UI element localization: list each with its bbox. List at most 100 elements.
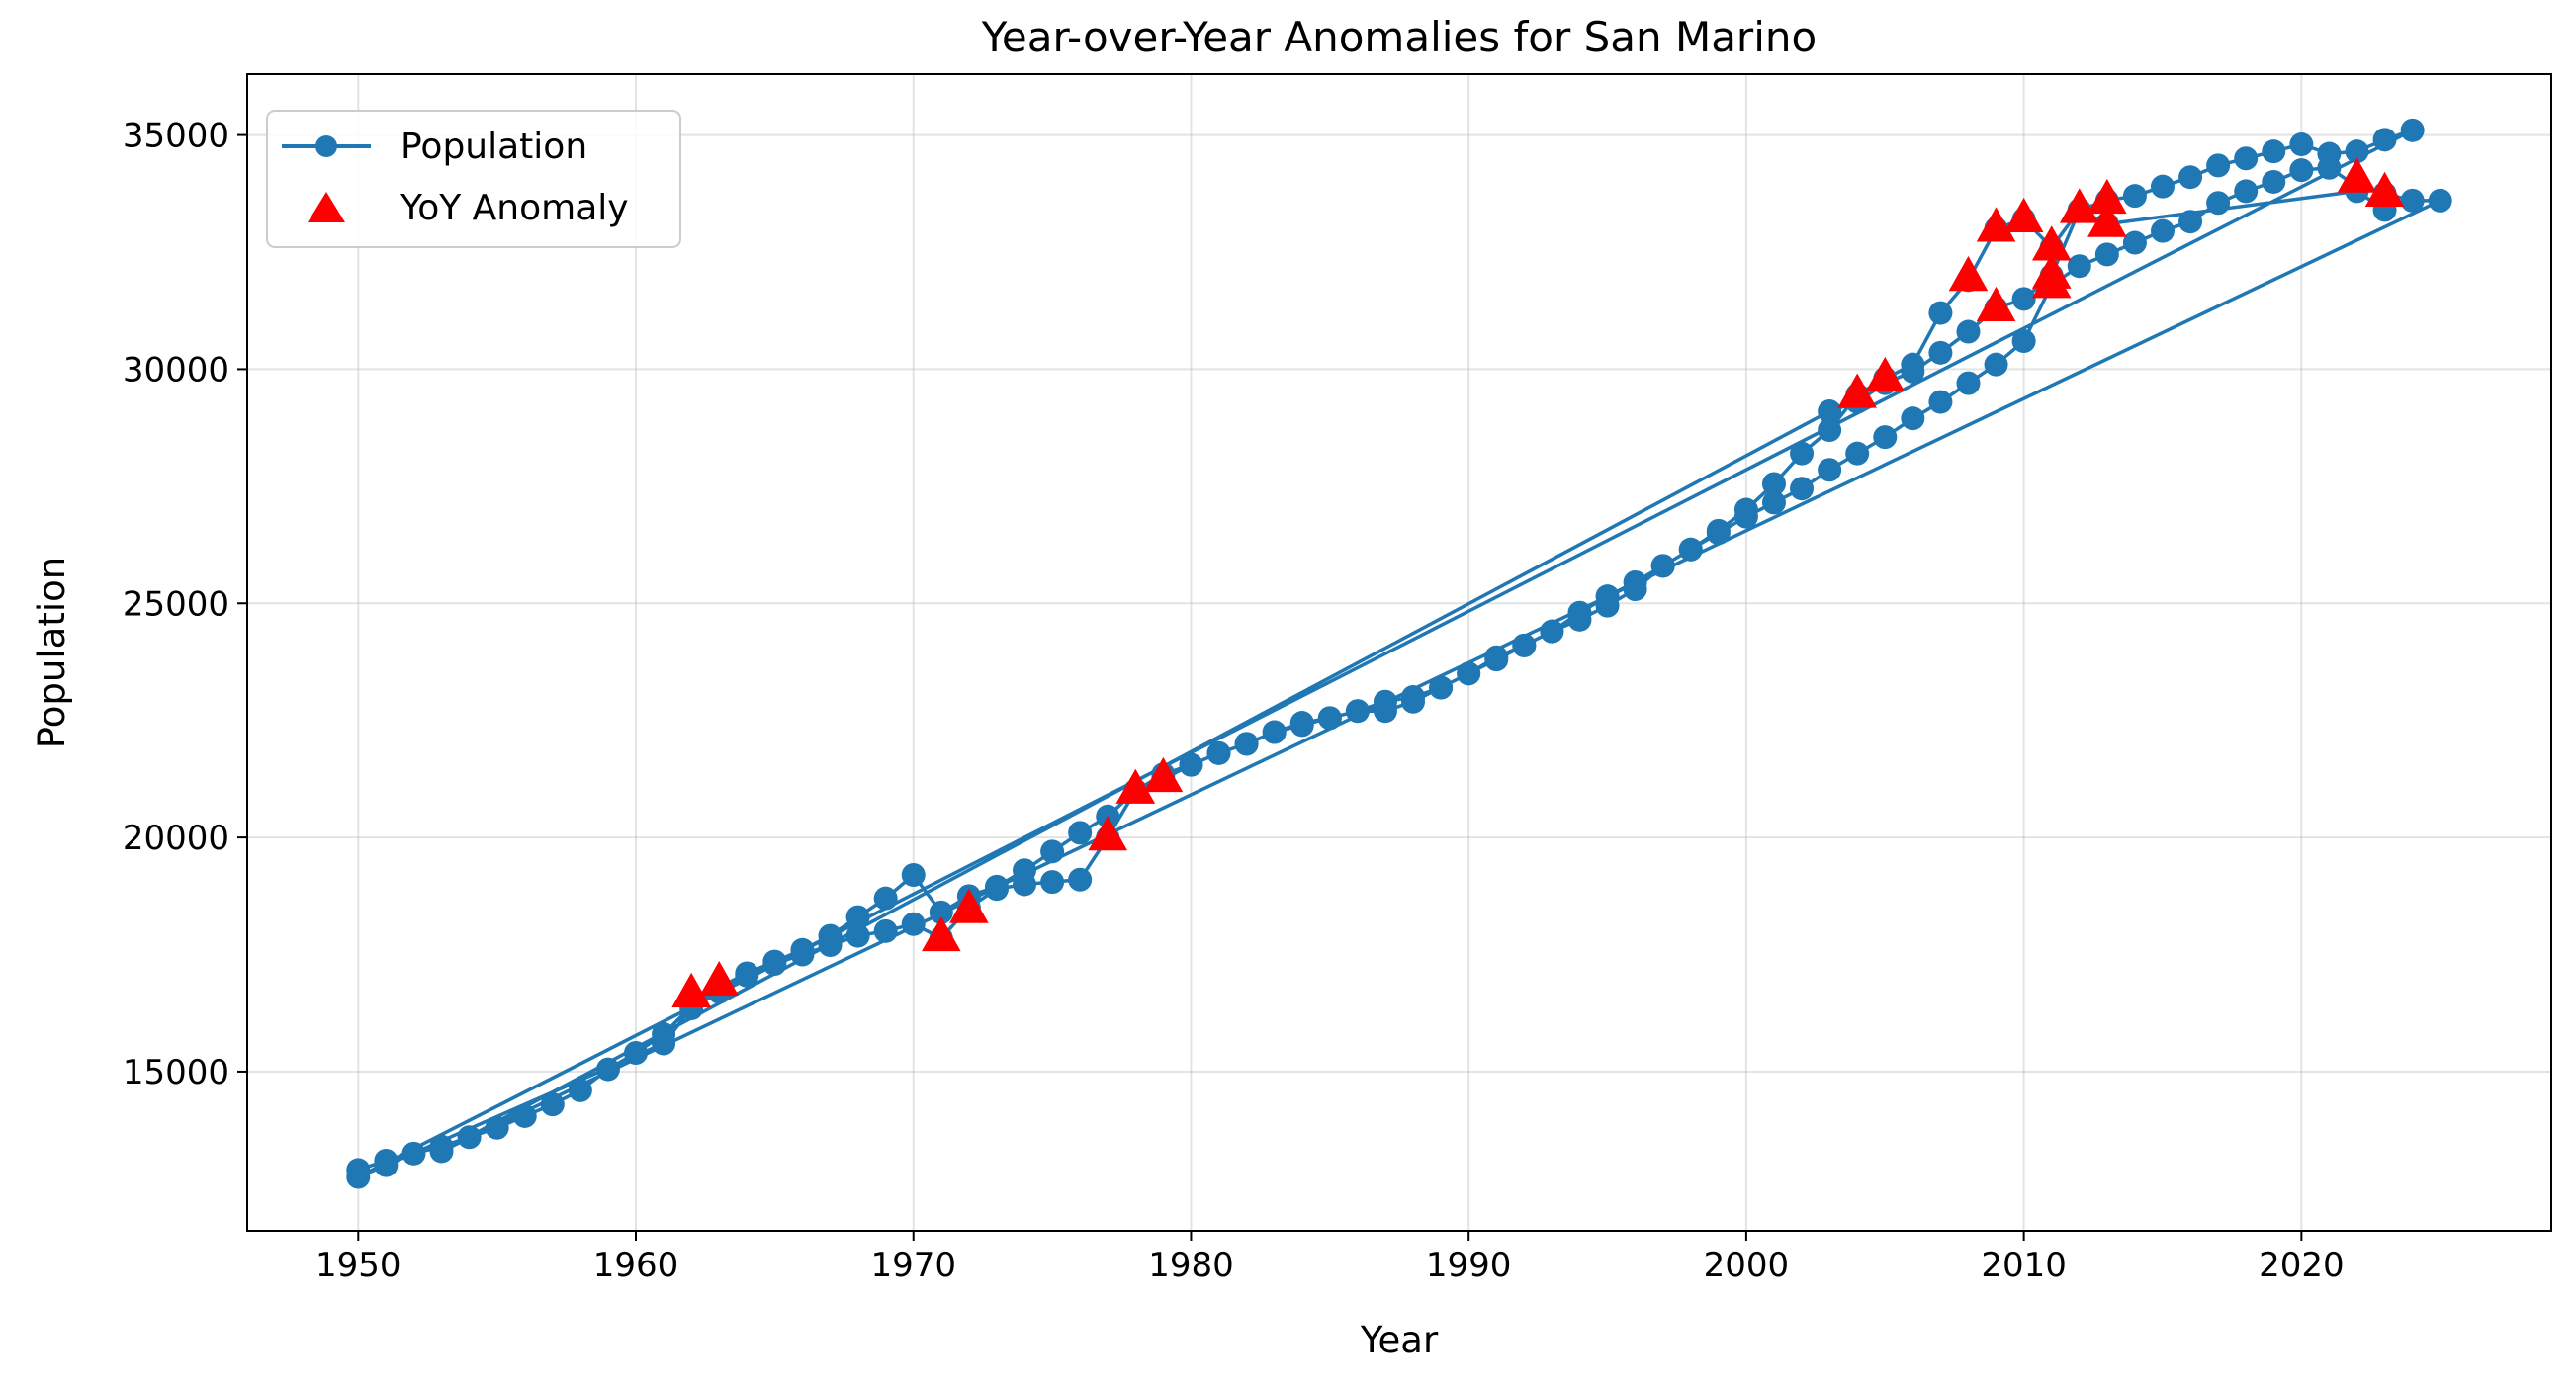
anomaly-marker (1115, 768, 1156, 804)
population-point (901, 863, 926, 887)
population-point (2178, 165, 2203, 190)
anomaly-marker (2087, 178, 2127, 215)
population-point (1818, 418, 1842, 442)
population-point (2289, 132, 2314, 157)
anomaly-marker (699, 960, 740, 997)
population-point (1040, 839, 1065, 864)
anomaly-marker (1976, 286, 2016, 322)
population-point (2234, 179, 2259, 204)
legend-population-marker (315, 135, 337, 157)
population-point (1956, 319, 1981, 344)
population-point (652, 1031, 676, 1056)
anomaly-marker (1948, 256, 1989, 292)
population-point (1289, 713, 1314, 738)
y-tick-label: 20000 (123, 819, 229, 858)
population-point (2011, 287, 2036, 311)
anomaly-marker (1143, 756, 1184, 793)
population-point (1567, 607, 1592, 632)
population-point (1650, 554, 1675, 578)
population-point (2150, 174, 2175, 199)
population-point (1179, 752, 1203, 777)
population-point (401, 1141, 426, 1166)
population-point (2094, 242, 2119, 267)
population-point (1790, 441, 1815, 466)
anomaly-marker (1976, 207, 2016, 242)
population-point (1761, 472, 1786, 496)
population-point (568, 1078, 592, 1102)
population-point (2400, 118, 2425, 142)
anomaly-marker (2003, 197, 2044, 233)
anomaly-marker (2364, 171, 2405, 207)
x-tick-label: 1980 (1148, 1246, 1234, 1285)
population-point (1790, 477, 1815, 501)
population-point (1540, 619, 1564, 644)
population-point (845, 905, 870, 929)
population-point (790, 942, 815, 967)
population-point (1068, 867, 1093, 892)
population-point (1928, 390, 1953, 414)
population-point (485, 1115, 509, 1140)
anomaly-marker (2059, 188, 2099, 223)
x-axis-label: Year (1360, 1319, 1439, 1361)
population-line (356, 129, 2443, 1179)
population-point (2289, 158, 2314, 183)
x-tick-label: 2010 (1981, 1246, 2067, 1285)
population-point (512, 1103, 537, 1128)
population-point (2317, 155, 2342, 180)
x-axis: 1950 1960 1970 1980 1990 2000 2010 2020 (315, 1231, 2345, 1285)
population-point (2428, 188, 2452, 213)
population-point (1956, 371, 1981, 395)
population-point (1761, 490, 1786, 515)
population-point (1457, 661, 1481, 686)
population-point (457, 1125, 482, 1150)
population-point (429, 1139, 454, 1164)
legend-population-label: Population (400, 127, 587, 167)
population-point (1928, 301, 1953, 325)
population-point (1345, 699, 1370, 724)
population-point (1845, 441, 1870, 466)
population-point (346, 1165, 371, 1189)
anomaly-marker (922, 915, 961, 952)
population-point (845, 923, 870, 948)
anomaly-layer (671, 157, 2405, 1007)
population-point (1512, 633, 1537, 657)
population-point (624, 1041, 649, 1065)
x-tick-label: 2020 (2259, 1246, 2345, 1285)
population-point (1317, 706, 1342, 731)
population-point (2400, 188, 2425, 213)
x-tick-label: 2000 (1704, 1246, 1790, 1285)
series-layer (346, 118, 2452, 1189)
anomaly-marker (671, 972, 711, 1007)
legend: Population YoY Anomaly (266, 110, 681, 248)
population-point (1234, 732, 1259, 756)
population-point (1068, 821, 1093, 845)
population-point (1484, 648, 1509, 672)
population-point (595, 1057, 620, 1082)
population-point (1623, 577, 1647, 602)
population-point (1401, 689, 1426, 714)
y-axis: 15000 20000 25000 30000 35000 (123, 117, 247, 1092)
population-point (1873, 425, 1898, 450)
population-point (1429, 675, 1454, 700)
population-point (873, 886, 898, 911)
population-point (1901, 406, 1925, 431)
y-tick-label: 35000 (123, 117, 229, 156)
population-point (1262, 720, 1287, 744)
anomaly-marker (1865, 356, 1906, 392)
population-point (901, 912, 926, 936)
population-point (1818, 458, 1842, 482)
population-point (1013, 872, 1037, 897)
population-point (2206, 153, 2231, 178)
population-point (1206, 740, 1231, 765)
population-point (873, 918, 898, 943)
chart-title: Year-over-Year Anomalies for San Marino (981, 13, 1817, 61)
population-point (1733, 504, 1758, 529)
legend-anomaly-label: YoY Anomaly (400, 188, 629, 228)
population-point (984, 877, 1009, 902)
population-point (2011, 329, 2036, 353)
population-point (1901, 359, 1925, 384)
population-point (2122, 184, 2147, 209)
population-point (1373, 699, 1397, 724)
population-point (2262, 169, 2286, 194)
